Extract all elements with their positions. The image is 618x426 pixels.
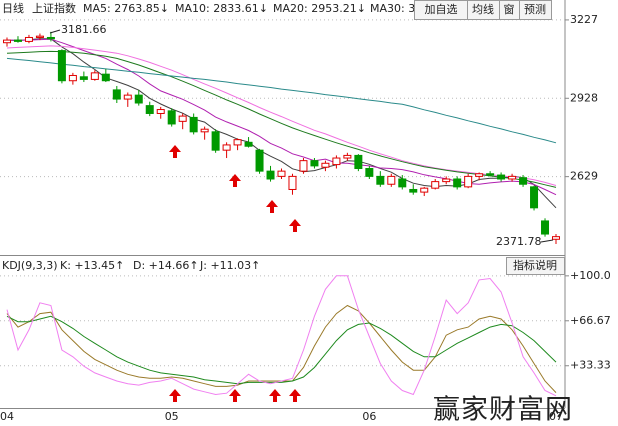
y-tick-label: 2928 [570,91,598,104]
legend-entry: K: +13.45↑ [60,259,124,272]
candle-body [321,162,330,168]
series-line [6,275,557,397]
candle-body [3,39,11,44]
candle-body [24,36,33,42]
kdj-panel [0,275,565,397]
candle-body [376,175,385,185]
series-line [6,45,557,186]
y-tick-label: +66.67 [570,314,611,327]
series-line [6,50,557,188]
candle-body [299,160,308,172]
candle-body [519,177,528,185]
candle-body [167,110,176,125]
candle-body [222,144,231,151]
y-tick-label: +100.0 [570,269,611,282]
candle-body [35,35,44,38]
button-label[interactable]: 加自选 [425,3,458,16]
watermark: 赢家财富网 [433,395,573,426]
candle-body [46,36,55,40]
toolbar[interactable]: 加自选 均线 窗 预测 [414,0,552,20]
candle-body [332,157,341,166]
y-tick-label: 3227 [570,13,598,26]
candle-body [343,154,352,159]
annotation: 3181.66 [61,23,107,36]
candle-body [244,141,253,147]
button-label[interactable]: 均线 [472,2,494,16]
period: 日线 [2,1,24,15]
legend-entry: J: +11.03↑ [199,259,260,272]
candle-body [464,175,473,188]
signal-arrows [169,145,301,402]
candle-body [123,94,132,100]
x-tick-label: 06 [362,410,376,423]
candle-body [475,173,484,177]
candle-body [134,94,143,104]
candle-body [497,174,506,180]
candle-body [101,73,110,82]
button[interactable] [519,0,552,20]
x-tick-label: 05 [165,410,179,423]
texts: 2629 2928 3227 04 05 06 07 MA5: 2763.85↓ MA10: 2… [0,2,611,423]
candle-body [310,160,319,167]
candle-body [156,109,165,114]
indicator-title: KDJ(9,3,3) [2,259,58,272]
candle-body [189,116,198,133]
annotation: 2371.78 [496,235,542,248]
candle-body [13,39,22,42]
y-tick-label: 2629 [570,170,598,183]
y-tick-label: +33.33 [570,359,611,372]
legend-entry: D: +14.66↑ [133,259,199,272]
legend-entry: MA20: 2953.21↓ [273,2,366,15]
candle-body [233,139,242,146]
candle-body [486,173,495,176]
x-tick-label: 04 [0,410,14,423]
legend-entry: MA10: 2833.61↓ [175,2,268,15]
candle-body [398,178,407,188]
button-label[interactable]: 指标说明 [513,258,557,272]
candle-body [387,175,396,185]
series-line [6,57,557,144]
candle-body [453,178,462,188]
series-line [6,315,557,385]
annotation-pointer [540,239,554,243]
candle-body [178,115,187,122]
x-tick-label: 07 [549,410,563,423]
candle-body [541,220,550,235]
candle-body [552,236,560,240]
candle-body [530,186,539,209]
button[interactable] [506,257,565,275]
legend-entry: MA5: 2763.85↓ [83,2,169,15]
button-label[interactable]: 窗 [504,2,515,16]
candle-body [354,154,363,170]
candle-body [145,105,154,114]
candle-body [277,170,286,177]
candle-body [508,175,517,180]
candle-body [442,178,451,183]
candle-body [288,175,297,190]
annotation-pointer [49,29,61,34]
candle-body [420,187,429,193]
candle-body [266,170,275,180]
index-name: 上证指数 [32,1,76,15]
candle-body [79,76,88,80]
button-label[interactable]: 预测 [524,3,546,16]
candle-body [255,149,264,172]
candle-body [409,188,418,193]
candle-body [211,131,220,151]
price-panel [0,19,565,245]
candle-body [365,168,374,177]
candle-body [68,74,77,82]
candle-body [57,50,66,82]
candle-body [431,181,440,189]
candle-body [90,72,99,80]
candle-body [112,89,121,100]
candle-body [200,128,209,133]
